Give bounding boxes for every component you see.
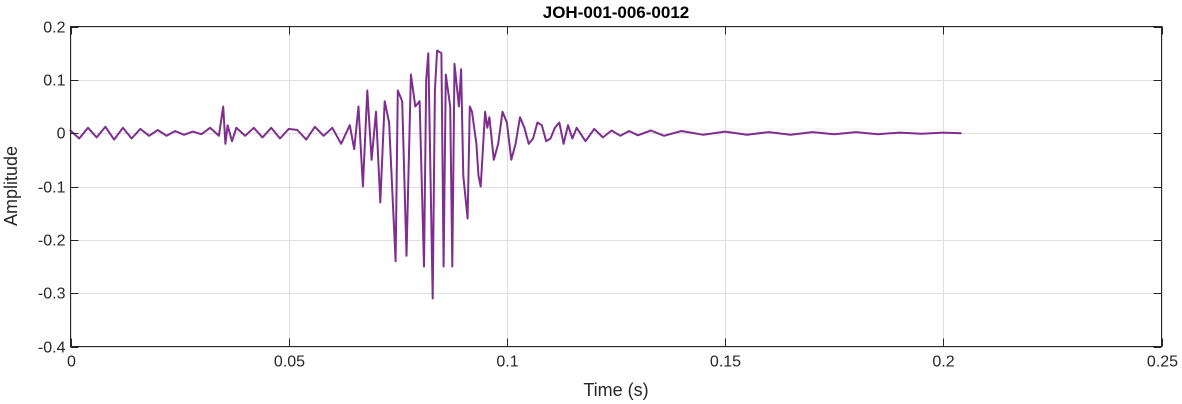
x-tick-label: 0.1	[496, 354, 518, 371]
series-layer	[69, 49, 962, 300]
y-tick-label: -0.4	[38, 340, 66, 357]
x-tick-label: 0.2	[932, 354, 954, 371]
y-axis-label: Amplitude	[1, 146, 21, 226]
x-tick-label: 0.05	[274, 354, 305, 371]
y-tick-label: 0.2	[43, 20, 65, 37]
plot-area	[70, 26, 1162, 347]
x-tick-label: 0	[67, 354, 76, 371]
x-axis-label: Time (s)	[583, 380, 648, 400]
chart-title: JOH-001-006-0012	[543, 3, 689, 22]
y-tick-label: -0.2	[38, 233, 66, 250]
axis-ticks: 0 0.05 0.1 0.15 0.2 0.25 -0.4 -0.3 -0.2 -0.1 0 0.1 0…	[38, 20, 1178, 371]
y-tick-label: -0.3	[38, 286, 66, 303]
series-line	[69, 49, 962, 300]
y-tick-label: -0.1	[38, 180, 66, 197]
axes-frame	[70, 26, 1162, 347]
y-tick-label: 0	[57, 126, 66, 143]
x-tick-label: 0.25	[1147, 354, 1178, 371]
y-tick-label: 0.1	[43, 73, 65, 90]
x-tick-label: 0.15	[710, 354, 741, 371]
